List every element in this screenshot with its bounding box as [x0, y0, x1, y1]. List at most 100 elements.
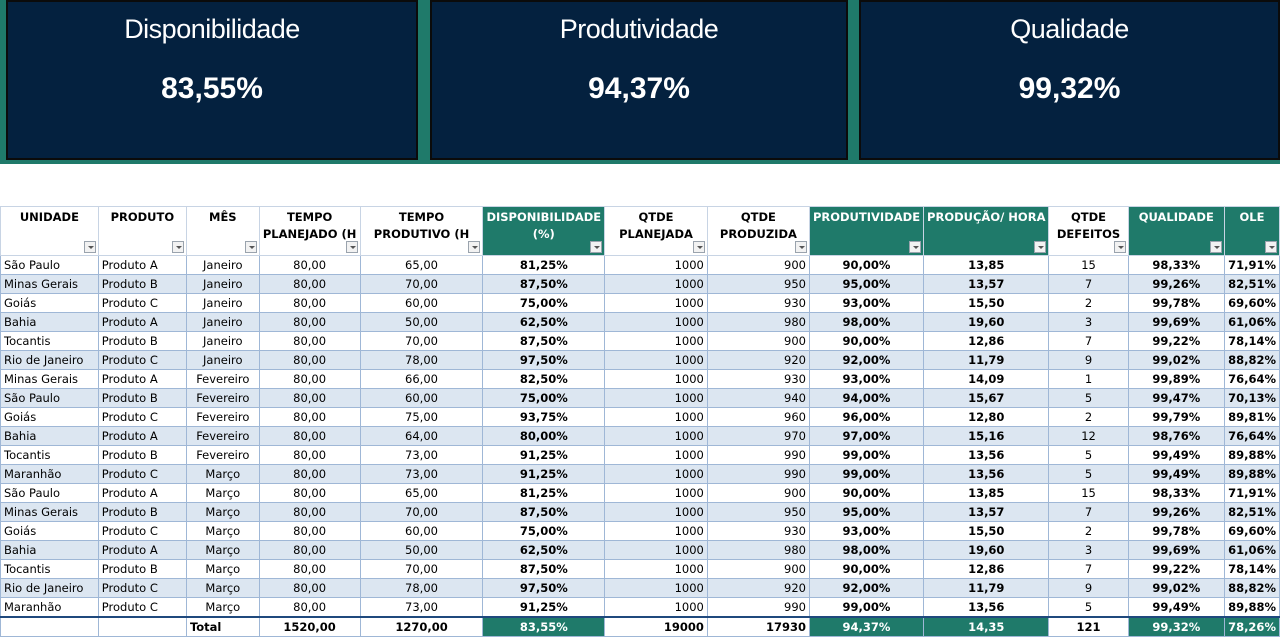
cell-disponibilidade[interactable]: 75,00%	[482, 521, 606, 541]
cell-mes[interactable]: Janeiro	[185, 350, 260, 370]
cell-mes[interactable]: Março	[185, 483, 260, 503]
cell-unidade[interactable]: São Paulo	[0, 255, 99, 275]
cell-disponibilidade[interactable]: 75,00%	[482, 293, 606, 313]
cell-mes[interactable]: Fevereiro	[185, 369, 260, 389]
filter-dropdown-icon[interactable]	[468, 241, 481, 253]
cell-ole[interactable]: 71,91%	[1224, 483, 1280, 503]
cell-qtde-planejada[interactable]: 1000	[604, 331, 708, 351]
cell-unidade[interactable]: Goiás	[0, 407, 99, 427]
cell-qtde-defeitos[interactable]: 15	[1048, 255, 1129, 275]
cell-produtividade[interactable]: 95,00%	[808, 274, 925, 294]
cell-disponibilidade[interactable]: 82,50%	[482, 369, 606, 389]
cell-tempo-produtivo[interactable]: 70,00	[359, 274, 484, 294]
cell-qtde-planejada[interactable]: 1000	[604, 464, 708, 484]
cell-producao-hora[interactable]: 14,09	[923, 369, 1050, 389]
cell-qtde-defeitos[interactable]: 5	[1048, 388, 1129, 408]
cell-unidade[interactable]: Maranhão	[0, 597, 99, 618]
cell-produtividade[interactable]: 90,00%	[808, 255, 925, 275]
cell-qualidade[interactable]: 99,26%	[1127, 502, 1226, 522]
cell-qualidade[interactable]: 98,33%	[1127, 255, 1226, 275]
cell-tempo-planejado[interactable]: 80,00	[258, 312, 361, 332]
cell-qtde-produzida[interactable]: 950	[706, 274, 810, 294]
filter-dropdown-icon[interactable]	[1210, 241, 1223, 253]
cell-produto[interactable]: Produto C	[97, 597, 187, 618]
cell-qualidade[interactable]: 99,78%	[1127, 521, 1226, 541]
cell-qtde-planejada[interactable]: 1000	[604, 483, 708, 503]
cell-tempo-produtivo[interactable]: 70,00	[359, 559, 484, 579]
filter-dropdown-icon[interactable]	[1265, 241, 1277, 253]
cell-producao-hora[interactable]: 15,16	[923, 426, 1050, 446]
cell-ole[interactable]: 71,91%	[1224, 255, 1280, 275]
cell-qtde-produzida[interactable]: 920	[706, 350, 810, 370]
cell-qtde-defeitos[interactable]: 5	[1048, 597, 1129, 618]
filter-dropdown-icon[interactable]	[1034, 241, 1047, 253]
cell-mes[interactable]: Fevereiro	[185, 407, 260, 427]
cell-produto[interactable]: Produto B	[97, 445, 187, 465]
cell-produtividade[interactable]: 97,00%	[808, 426, 925, 446]
cell-tempo-produtivo[interactable]: 78,00	[359, 350, 484, 370]
filter-dropdown-icon[interactable]	[1113, 241, 1126, 253]
cell-disponibilidade[interactable]: 97,50%	[482, 578, 606, 598]
cell-disponibilidade[interactable]: 97,50%	[482, 350, 606, 370]
cell-produto[interactable]: Produto C	[97, 293, 187, 313]
cell-unidade[interactable]: São Paulo	[0, 388, 99, 408]
filter-dropdown-icon[interactable]	[590, 241, 603, 253]
cell-ole[interactable]: 89,88%	[1224, 464, 1280, 484]
cell-qtde-defeitos[interactable]: 3	[1048, 312, 1129, 332]
cell-tempo-planejado[interactable]: 80,00	[258, 255, 361, 275]
cell-unidade[interactable]: Rio de Janeiro	[0, 350, 99, 370]
cell-producao-hora[interactable]: 15,50	[923, 521, 1050, 541]
cell-ole[interactable]: 82,51%	[1224, 502, 1280, 522]
cell-tempo-planejado[interactable]: 80,00	[258, 483, 361, 503]
cell-producao-hora[interactable]: 12,86	[923, 559, 1050, 579]
cell-ole[interactable]: 89,88%	[1224, 597, 1280, 618]
cell-tempo-planejado[interactable]: 80,00	[258, 331, 361, 351]
cell-qtde-produzida[interactable]: 990	[706, 597, 810, 618]
cell-tempo-planejado[interactable]: 80,00	[258, 426, 361, 446]
cell-produto[interactable]: Produto B	[97, 274, 187, 294]
cell-produtividade[interactable]: 93,00%	[808, 369, 925, 389]
cell-unidade[interactable]: Minas Gerais	[0, 369, 99, 389]
cell-qtde-planejada[interactable]: 1000	[604, 578, 708, 598]
filter-dropdown-icon[interactable]	[244, 241, 257, 253]
cell-tempo-planejado[interactable]: 80,00	[258, 369, 361, 389]
cell-tempo-planejado[interactable]: 80,00	[258, 578, 361, 598]
cell-qualidade[interactable]: 98,76%	[1127, 426, 1226, 446]
cell-unidade[interactable]: Goiás	[0, 521, 99, 541]
cell-ole[interactable]: 82,51%	[1224, 274, 1280, 294]
cell-qtde-defeitos[interactable]: 5	[1048, 464, 1129, 484]
cell-qtde-planejada[interactable]: 1000	[604, 350, 708, 370]
cell-qtde-produzida[interactable]: 920	[706, 578, 810, 598]
cell-tempo-produtivo[interactable]: 73,00	[359, 597, 484, 618]
cell-qtde-defeitos[interactable]: 5	[1048, 445, 1129, 465]
cell-qtde-produzida[interactable]: 980	[706, 540, 810, 560]
cell-disponibilidade[interactable]: 91,25%	[482, 445, 606, 465]
cell-qtde-produzida[interactable]: 930	[706, 521, 810, 541]
cell-disponibilidade[interactable]: 87,50%	[482, 331, 606, 351]
cell-mes[interactable]: Janeiro	[185, 312, 260, 332]
total-produtividade[interactable]: 94,37%	[808, 616, 925, 637]
cell-produtividade[interactable]: 93,00%	[808, 293, 925, 313]
cell-qtde-planejada[interactable]: 1000	[604, 426, 708, 446]
cell-produto[interactable]: Produto A	[97, 312, 187, 332]
cell-qtde-defeitos[interactable]: 9	[1048, 578, 1129, 598]
cell-disponibilidade[interactable]: 81,25%	[482, 255, 606, 275]
cell-producao-hora[interactable]: 13,56	[923, 597, 1050, 618]
cell-produto[interactable]: Produto C	[97, 578, 187, 598]
cell-ole[interactable]: 69,60%	[1224, 521, 1280, 541]
cell-tempo-planejado[interactable]: 80,00	[258, 597, 361, 618]
cell-mes[interactable]: Março	[185, 464, 260, 484]
cell-producao-hora[interactable]: 12,86	[923, 331, 1050, 351]
total-tempo-planejado[interactable]: 1520,00	[258, 616, 361, 637]
cell-qtde-defeitos[interactable]: 7	[1048, 559, 1129, 579]
cell-qtde-produzida[interactable]: 940	[706, 388, 810, 408]
cell-qualidade[interactable]: 99,22%	[1127, 559, 1226, 579]
cell-disponibilidade[interactable]: 87,50%	[482, 502, 606, 522]
cell-tempo-planejado[interactable]: 80,00	[258, 293, 361, 313]
cell-unidade[interactable]: Bahia	[0, 540, 99, 560]
cell-qualidade[interactable]: 99,79%	[1127, 407, 1226, 427]
cell-qtde-planejada[interactable]: 1000	[604, 407, 708, 427]
cell-produto[interactable]: Produto A	[97, 255, 187, 275]
cell-qualidade[interactable]: 99,89%	[1127, 369, 1226, 389]
cell-produtividade[interactable]: 99,00%	[808, 597, 925, 618]
